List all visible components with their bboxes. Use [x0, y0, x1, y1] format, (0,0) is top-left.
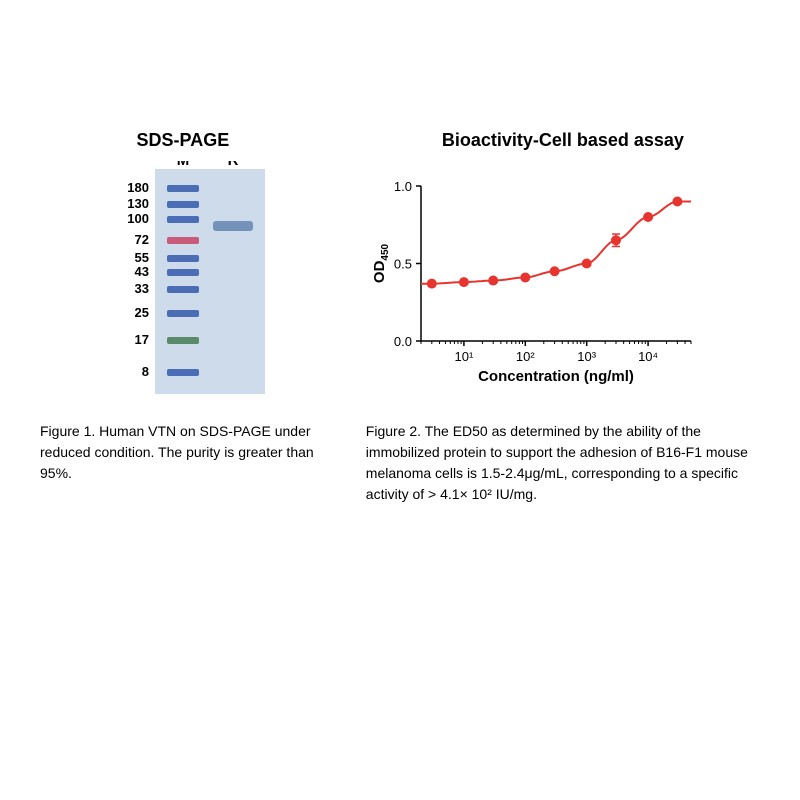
svg-text:10⁴: 10⁴ [638, 349, 658, 364]
svg-text:25: 25 [135, 305, 149, 320]
svg-text:33: 33 [135, 281, 149, 296]
svg-text:8: 8 [142, 364, 149, 379]
svg-text:0.5: 0.5 [394, 257, 412, 272]
svg-text:0.0: 0.0 [394, 334, 412, 349]
chart-container: 0.0 0.5 1.0 10¹ 10² 10³ 10⁴ OD450 Concentration … [366, 171, 760, 396]
bioactivity-chart: 0.0 0.5 1.0 10¹ 10² 10³ 10⁴ OD450 Concentration … [366, 171, 706, 391]
sds-page-title: SDS-PAGE [40, 130, 326, 151]
gel-image: M R 180130100 72 5543 33 25 17 8 [110, 161, 280, 396]
svg-text:OD450: OD450 [371, 243, 391, 283]
svg-text:R: R [228, 161, 239, 169]
svg-text:130: 130 [128, 196, 150, 211]
gel-image-container: M R 180130100 72 5543 33 25 17 8 [65, 161, 326, 396]
bioactivity-panel: Bioactivity-Cell based assay 0.0 0.5 1.0 10… [366, 130, 760, 505]
svg-text:10¹: 10¹ [454, 349, 473, 364]
svg-text:55: 55 [135, 250, 149, 265]
bioactivity-title: Bioactivity-Cell based assay [366, 130, 760, 151]
figure1-caption: Figure 1. Human VTN on SDS-PAGE under re… [40, 421, 326, 484]
figure2-caption: Figure 2. The ED50 as determined by the … [366, 421, 760, 505]
svg-text:1.0: 1.0 [394, 179, 412, 194]
svg-text:10³: 10³ [577, 349, 596, 364]
svg-text:10²: 10² [516, 349, 535, 364]
svg-text:M: M [177, 161, 190, 169]
svg-text:72: 72 [135, 232, 149, 247]
svg-text:180: 180 [128, 180, 150, 195]
svg-text:17: 17 [135, 332, 149, 347]
svg-text:Concentration (ng/ml): Concentration (ng/ml) [478, 368, 634, 385]
svg-text:100: 100 [128, 211, 150, 226]
sds-page-panel: SDS-PAGE M R 180130100 72 5543 33 25 17 8 Figure… [40, 130, 326, 505]
svg-text:43: 43 [135, 264, 149, 279]
